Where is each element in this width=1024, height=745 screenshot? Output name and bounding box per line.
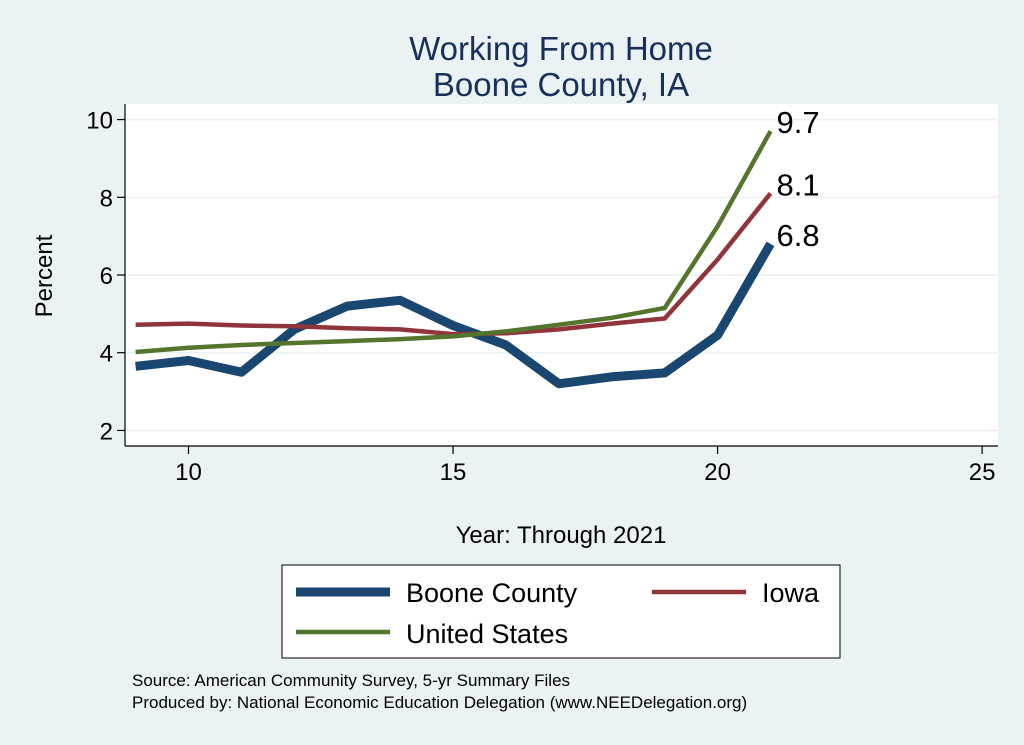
axes: 2 4 6 8 10 10 15 20 25 <box>86 104 998 486</box>
producer-note: Produced by: National Economic Education… <box>132 693 747 712</box>
y-tick-label: 4 <box>100 341 113 368</box>
chart-title-line-1: Working From Home <box>409 30 713 67</box>
y-axis-title: Percent <box>31 234 58 317</box>
y-tick-label: 8 <box>100 185 113 212</box>
legend-box <box>281 564 841 659</box>
series-line-iowa <box>135 191 773 337</box>
x-tick-label: 15 <box>440 459 467 486</box>
x-tick-label: 20 <box>704 459 731 486</box>
x-tick-label: 10 <box>175 459 202 486</box>
chart-title-line-2: Boone County, IA <box>433 66 689 103</box>
series-line-united-states <box>135 130 773 355</box>
source-note: Source: American Community Survey, 5-yr … <box>132 671 570 690</box>
end-label-iowa: 8.1 <box>776 167 819 202</box>
legend: Boone County Iowa United States <box>281 564 841 659</box>
y-tick-label: 2 <box>100 418 113 445</box>
y-tick-label: 6 <box>100 263 113 290</box>
legend-label-united-states: United States <box>406 619 568 649</box>
legend-label-iowa: Iowa <box>762 578 820 608</box>
legend-label-boone-county: Boone County <box>406 578 578 608</box>
x-tick-label: 25 <box>969 459 996 486</box>
end-labels: 6.8 8.1 9.7 <box>776 105 819 253</box>
series-lines <box>135 130 775 389</box>
x-axis-title: Year: Through 2021 <box>456 522 667 549</box>
series-line-boone-county <box>135 241 775 389</box>
y-tick-label: 10 <box>86 108 113 135</box>
end-label-united-states: 9.7 <box>776 105 819 140</box>
end-label-boone-county: 6.8 <box>776 218 819 253</box>
